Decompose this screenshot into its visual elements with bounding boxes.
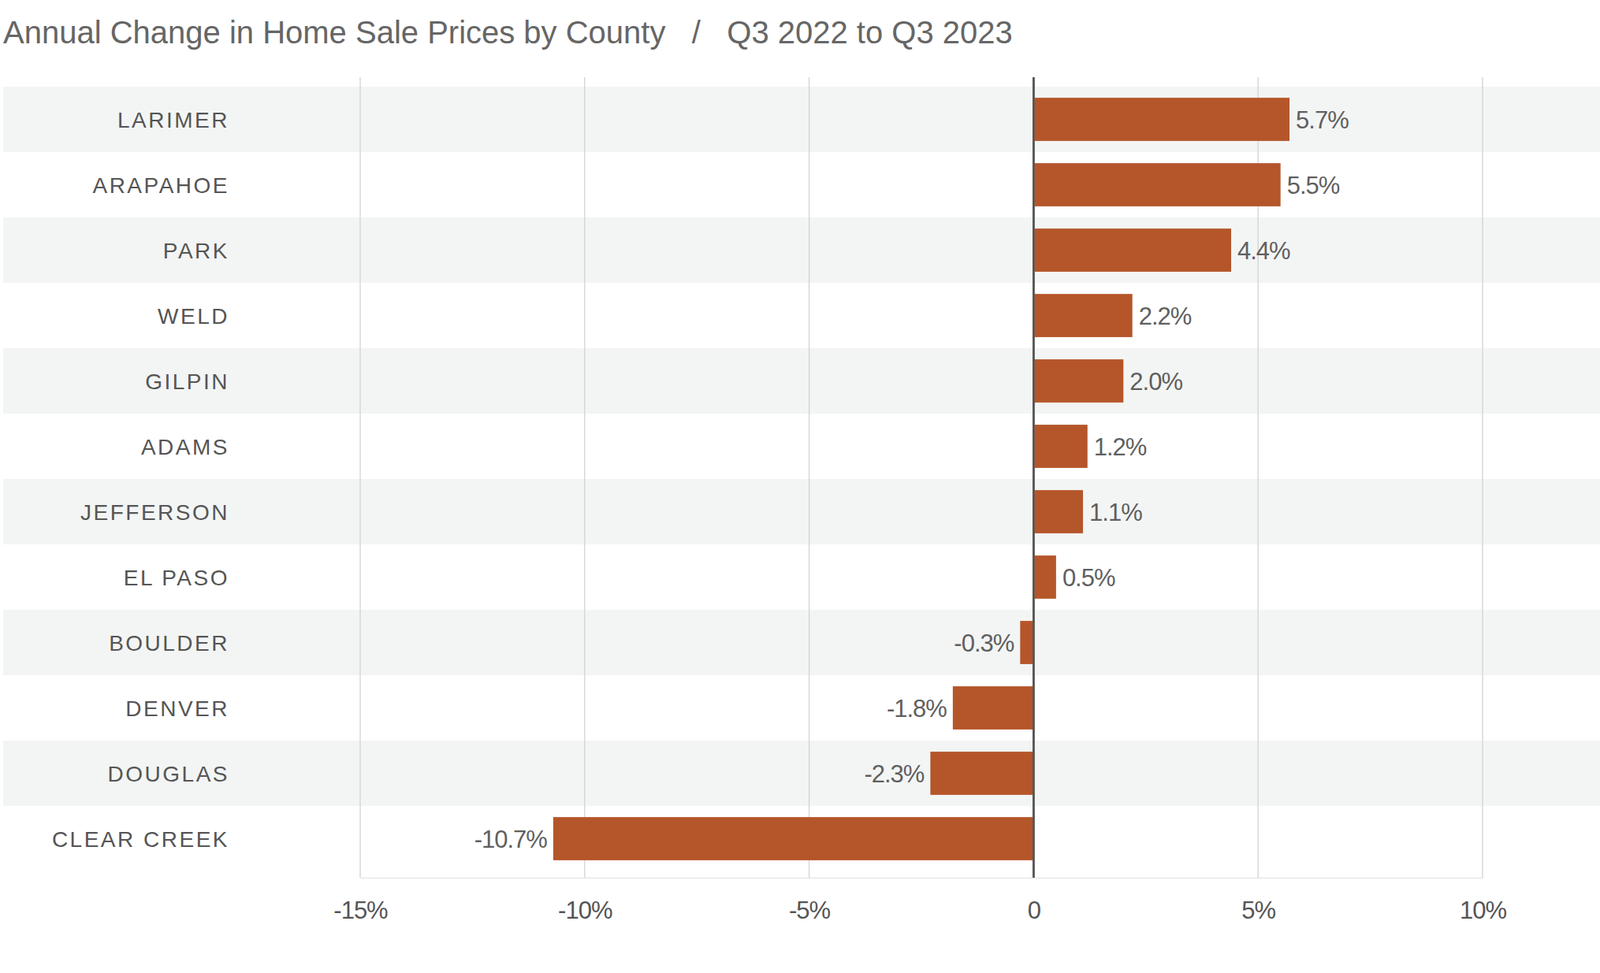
zero-line [1032, 77, 1035, 879]
bar [1033, 359, 1124, 403]
grid-line [359, 77, 361, 879]
bar [930, 751, 1034, 796]
tick: -10% [558, 878, 613, 925]
row-band [3, 806, 1600, 872]
x-axis: -15% -10% -5% 0 5% 10% [333, 878, 1507, 925]
data-label: 2.0% [1129, 368, 1183, 396]
data-label: -1.8% [886, 695, 947, 723]
row-band [3, 479, 1600, 545]
tick: -5% [788, 878, 831, 925]
category-label: GILPIN [145, 369, 230, 395]
tick-label: 0 [1027, 896, 1042, 925]
tick-label: 10% [1459, 896, 1507, 925]
tick: 10% [1459, 878, 1507, 925]
data-label: -10.7% [474, 826, 548, 854]
tick-label: -10% [558, 896, 613, 925]
row-bands [3, 86, 1600, 872]
bar [553, 817, 1034, 861]
category-label: WELD [157, 304, 230, 329]
zero-line [1032, 77, 1035, 879]
data-label: 2.2% [1138, 302, 1192, 331]
bar [1033, 424, 1087, 469]
data-labels: 5.7% 5.5% 4.4% 2.2% 2.0% 1.2% 1.1% 0.5% -0.3% -1.… [474, 106, 1349, 854]
row-band [3, 86, 1600, 153]
bar [1033, 293, 1132, 338]
category-label: LARIMER [117, 107, 230, 133]
bar [1033, 97, 1290, 142]
row-band [3, 675, 1600, 741]
data-label: -2.3% [863, 760, 924, 789]
row-band [3, 544, 1600, 611]
row-band [3, 217, 1600, 283]
tick: 5% [1241, 878, 1276, 925]
category-labels: LARIMER ARAPAHOE PARK WELD GILPIN ADAMS JEFFER… [52, 107, 230, 853]
tick-label: -5% [788, 896, 831, 925]
data-label: 1.1% [1089, 498, 1143, 527]
bars [553, 97, 1290, 861]
row-band [3, 413, 1600, 480]
category-label: ARAPAHOE [92, 173, 230, 198]
data-label: 1.2% [1093, 433, 1147, 462]
category-label: CLEAR CREEK [52, 827, 230, 853]
grid-line [808, 77, 810, 879]
category-label: EL PASO [123, 565, 230, 591]
bar [952, 686, 1035, 730]
grid [360, 77, 1483, 879]
category-label: PARK [163, 238, 230, 264]
data-label: -0.3% [953, 629, 1014, 658]
category-label: DOUGLAS [107, 762, 230, 787]
data-label: 5.5% [1287, 171, 1340, 200]
tick-label: 5% [1241, 896, 1276, 925]
axis-line [360, 878, 1484, 879]
bar [1033, 163, 1280, 207]
bar [1033, 228, 1232, 272]
tick: 0 [1027, 878, 1042, 925]
grid-line [584, 77, 585, 879]
grid-line [1481, 77, 1483, 879]
row-band [3, 348, 1600, 414]
bar [1033, 490, 1083, 534]
chart: Annual Change in Home Sale Prices by Cou… [0, 0, 1600, 973]
row-band [3, 610, 1600, 676]
category-label: DENVER [125, 696, 230, 722]
row-band [3, 152, 1600, 218]
data-label: 4.4% [1237, 237, 1291, 265]
row-band [3, 282, 1600, 349]
category-label: ADAMS [141, 435, 230, 460]
data-label: 5.7% [1295, 106, 1349, 134]
bar [1033, 555, 1056, 600]
title: Annual Change in Home Sale Prices by Cou… [3, 14, 1013, 50]
tick: -15% [333, 878, 388, 925]
row-band [3, 740, 1600, 807]
category-label: JEFFERSON [80, 500, 230, 525]
tick-label: -15% [333, 896, 388, 925]
data-label: 0.5% [1062, 564, 1116, 592]
category-label: BOULDER [108, 631, 230, 656]
bar [1019, 621, 1034, 665]
